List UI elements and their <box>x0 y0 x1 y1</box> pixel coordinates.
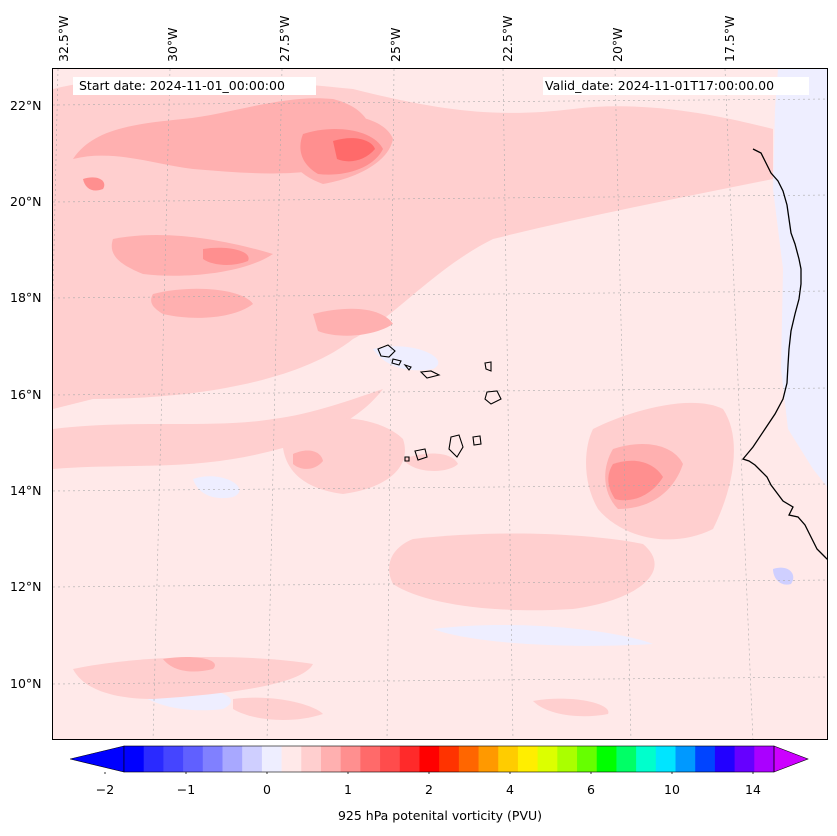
lon-label-25w: 25°W <box>388 27 403 62</box>
colorbar-segment <box>183 746 204 772</box>
colorbar-segment <box>636 746 657 772</box>
colorbar-tick: 10 <box>664 782 680 797</box>
colorbar-segment <box>399 746 420 772</box>
colorbar-segment <box>695 746 716 772</box>
colorbar-segment <box>616 746 637 772</box>
colorbar-segment <box>261 746 283 772</box>
colorbar-segment <box>439 746 460 772</box>
lat-label-18n: 18°N <box>10 290 42 305</box>
colorbar-tick: −2 <box>95 782 115 797</box>
start-date-label: Start date: 2024-11-01_00:00:00 <box>73 77 316 95</box>
lat-label-22n: 22°N <box>10 98 42 113</box>
colorbar-segment <box>714 746 736 772</box>
colorbar-segment <box>419 746 440 772</box>
lat-label-10n: 10°N <box>10 676 42 691</box>
colorbar-tick: 2 <box>425 782 433 797</box>
colorbar-segment <box>320 746 342 772</box>
colorbar-segment <box>498 746 519 772</box>
pv-contour-map <box>53 69 827 739</box>
colorbar-segment <box>301 746 322 772</box>
colorbar-segment <box>557 746 578 772</box>
colorbar-max-arrow <box>773 745 809 773</box>
colorbar-segment <box>596 746 617 772</box>
colorbar-label: 925 hPa potenital vorticity (PVU) <box>337 808 543 823</box>
colorbar-segment <box>360 746 381 772</box>
colorbar-tick: −1 <box>176 782 196 797</box>
colorbar <box>70 745 809 774</box>
colorbar-min-arrow <box>70 745 125 773</box>
colorbar-segment <box>143 746 164 772</box>
colorbar-segment <box>734 746 755 772</box>
map-panel <box>52 68 828 740</box>
colorbar-segment <box>222 746 243 772</box>
lat-label-16n: 16°N <box>10 387 42 402</box>
valid-date-label: Valid_date: 2024-11-01T17:00:00.00 <box>543 77 809 95</box>
colorbar-segment <box>655 746 677 772</box>
lon-label-17-5w: 17.5°W <box>722 15 737 62</box>
colorbar-segment <box>124 746 145 772</box>
lat-label-14n: 14°N <box>10 483 42 498</box>
colorbar-segment <box>478 746 499 772</box>
colorbar-segment <box>281 746 302 772</box>
colorbar-tick: 1 <box>344 782 352 797</box>
colorbar-tick: 0 <box>263 782 271 797</box>
lat-label-12n: 12°N <box>10 579 42 594</box>
lon-label-20w: 20°W <box>610 27 625 62</box>
colorbar-tick: 14 <box>745 782 761 797</box>
colorbar-outline <box>123 745 775 773</box>
colorbar-segment <box>458 746 480 772</box>
colorbar-segment <box>675 746 696 772</box>
lon-label-22-5w: 22.5°W <box>500 15 515 62</box>
colorbar-segment <box>537 746 558 772</box>
lon-label-30w: 30°W <box>165 27 180 62</box>
lon-label-32-5w: 32.5°W <box>56 15 71 62</box>
colorbar-tick: 6 <box>587 782 595 797</box>
colorbar-segment <box>517 746 539 772</box>
colorbar-segment <box>577 746 598 772</box>
lon-label-27-5w: 27.5°W <box>277 15 292 62</box>
colorbar-segment <box>380 746 401 772</box>
colorbar-segment <box>202 746 223 772</box>
colorbar-tick: 4 <box>506 782 514 797</box>
lat-label-20n: 20°N <box>10 194 42 209</box>
colorbar-segment <box>754 746 775 772</box>
colorbar-segment <box>242 746 263 772</box>
colorbar-segment <box>340 746 361 772</box>
colorbar-segment <box>163 746 184 772</box>
